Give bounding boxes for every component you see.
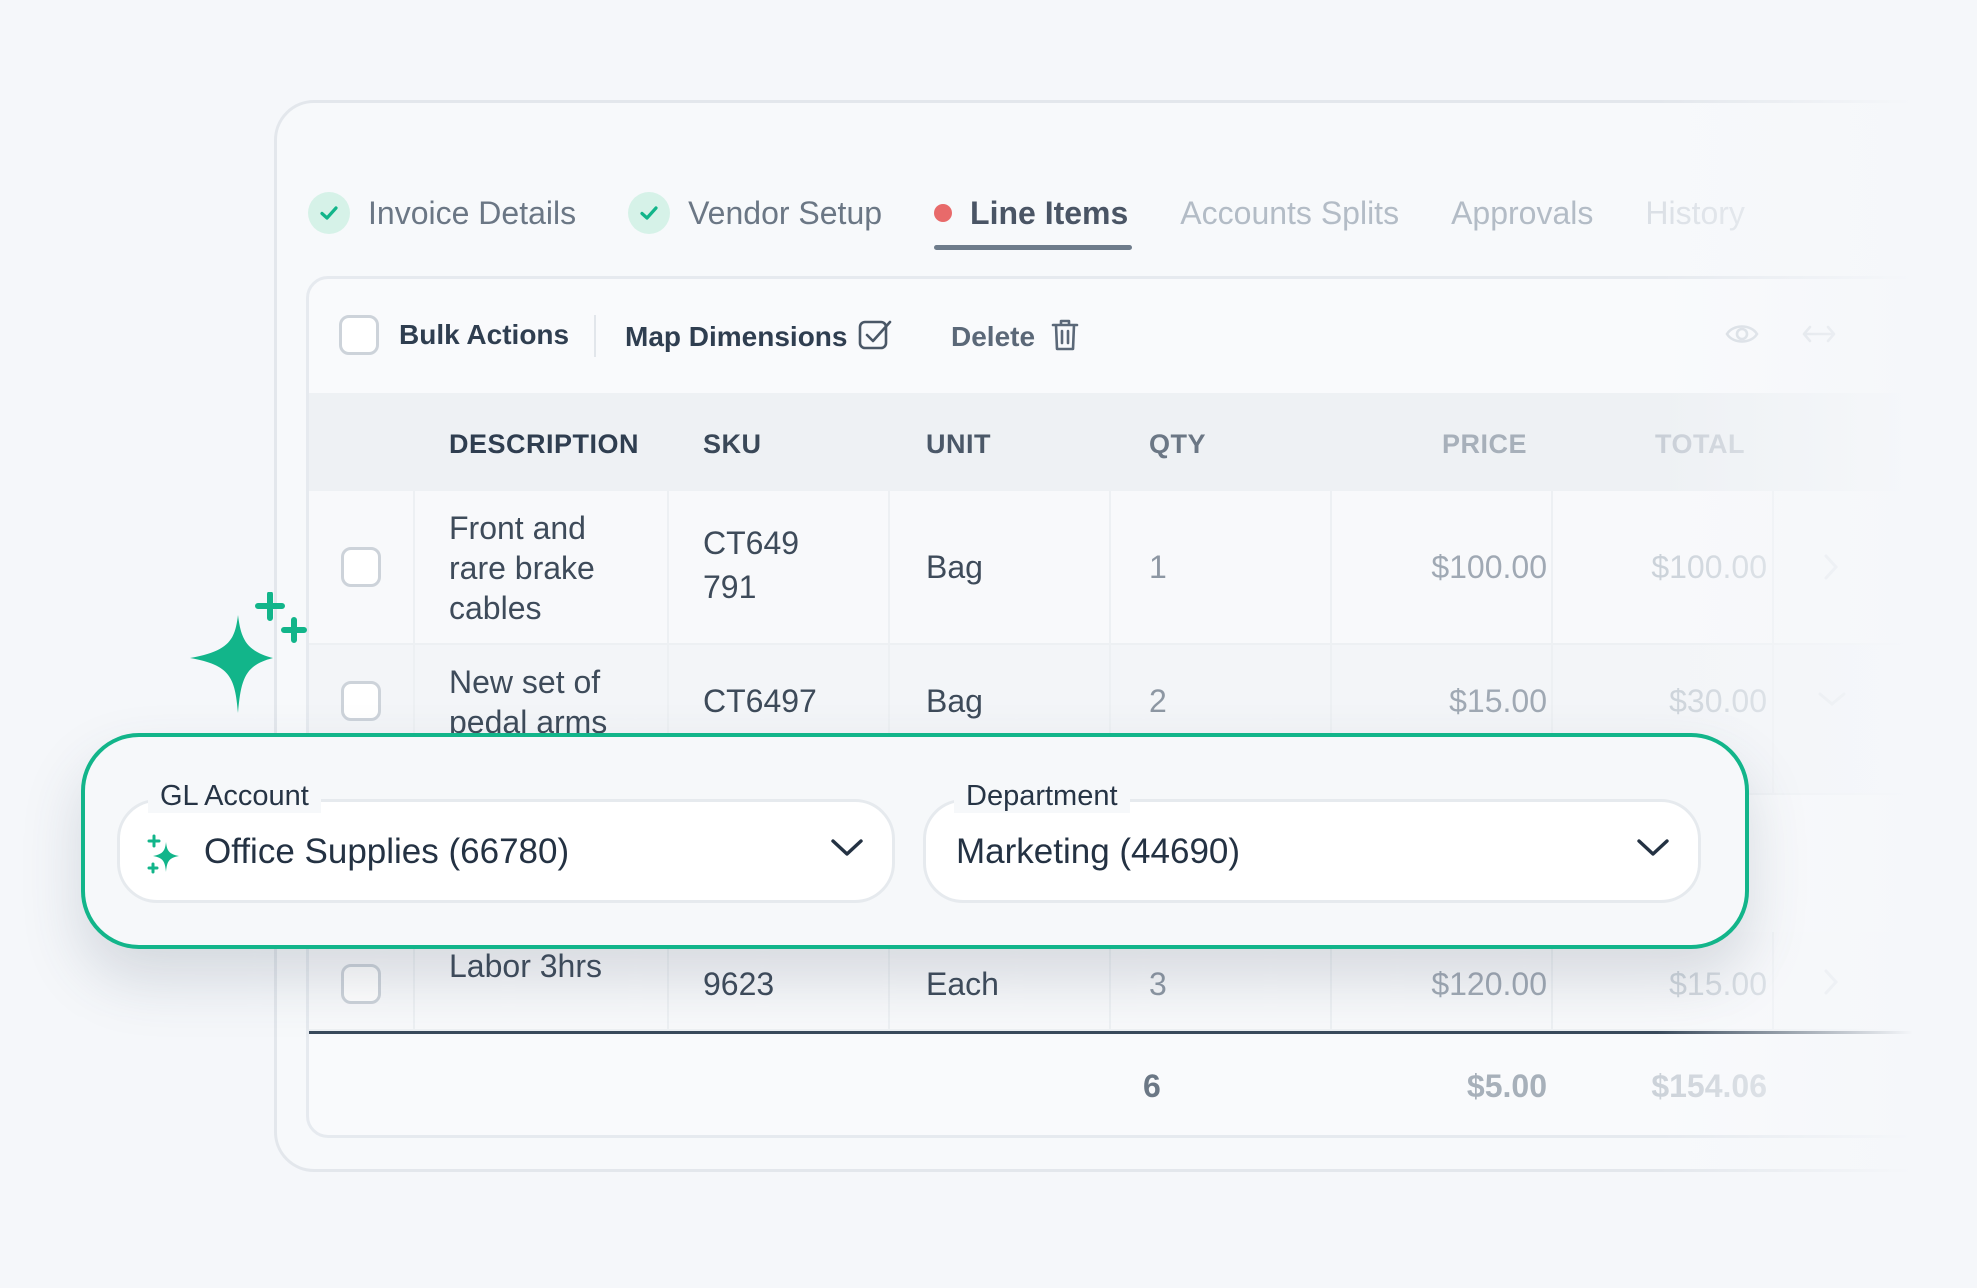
unit: Bag [926, 683, 983, 719]
gl-account-select[interactable]: GL Account Office Supplies (66780) [117, 780, 895, 903]
tab-label: Accounts Splits [1180, 194, 1400, 231]
qty: 1 [1149, 549, 1167, 585]
expand-horizontal-icon[interactable] [1801, 323, 1837, 345]
chevron-down-icon[interactable] [1636, 838, 1670, 858]
row-checkbox[interactable] [341, 547, 381, 587]
map-dimensions-button[interactable]: Map Dimensions [625, 321, 848, 352]
checkbox-check-icon[interactable] [857, 317, 893, 353]
table-row[interactable]: Front and rare brake cables CT649 791 Ba… [309, 491, 1977, 645]
unit: Each [926, 966, 999, 1002]
tab-label: Approvals [1451, 194, 1594, 231]
tab-label: Line Items [970, 194, 1129, 231]
check-icon [308, 192, 350, 234]
col-price[interactable]: PRICE [1442, 429, 1528, 459]
unit: Bag [926, 549, 983, 585]
error-dot-icon [934, 204, 953, 222]
chevron-down-icon[interactable] [1817, 691, 1847, 707]
check-icon [628, 192, 671, 234]
col-qty[interactable]: QTY [1149, 429, 1207, 459]
select-all-checkbox[interactable] [339, 315, 379, 355]
totals-divider [309, 1031, 1977, 1034]
chevron-right-icon[interactable] [1823, 553, 1839, 581]
trash-icon[interactable] [1049, 317, 1081, 353]
col-total[interactable]: TOTAL [1655, 429, 1745, 459]
total-qty: 6 [1143, 1068, 1161, 1104]
gl-account-label: GL Account [148, 780, 321, 813]
col-description[interactable]: DESCRIPTION [449, 429, 640, 459]
tab-accounts-splits[interactable]: Accounts Splits [1180, 178, 1399, 248]
eye-icon[interactable] [1725, 321, 1759, 347]
dimension-popover: GL Account Office Supplies (66780) Depar… [81, 733, 1749, 949]
price: $120.00 [1431, 966, 1547, 1002]
qty: 3 [1149, 966, 1167, 1002]
department-value: Marketing (44690) [956, 832, 1241, 871]
total: $30.00 [1669, 683, 1767, 719]
price: $100.00 [1431, 549, 1547, 585]
total: $100.00 [1651, 549, 1767, 585]
total-price: $5.00 [1466, 1068, 1547, 1104]
col-sku[interactable]: SKU [703, 429, 762, 459]
tab-label: Vendor Setup [688, 194, 883, 231]
sku: CT6497 [703, 683, 817, 719]
totals-row: 6 $5.00 $154.06 [309, 1034, 1977, 1134]
tab-history[interactable]: History [1645, 178, 1745, 248]
tab-line-items[interactable]: Line Items [934, 178, 1133, 250]
row-checkbox[interactable] [341, 964, 381, 1004]
table-header: DESCRIPTION SKU UNIT QTY PRICE TOTAL [309, 393, 1977, 491]
gl-account-value: Office Supplies (66780) [204, 832, 570, 871]
description: Front and [449, 510, 586, 546]
sku: 791 [703, 569, 757, 605]
description: cables [449, 590, 542, 626]
step-tabs: Invoice Details Vendor Setup Line Items … [308, 178, 1797, 250]
tab-label: History [1645, 194, 1745, 231]
tab-vendor-setup[interactable]: Vendor Setup [628, 178, 882, 248]
tab-approvals[interactable]: Approvals [1451, 178, 1593, 248]
description: New set of [449, 664, 601, 700]
line-items-table: Bulk Actions Map Dimensions Delete DESCR… [306, 276, 1977, 1138]
table-toolbar: Bulk Actions Map Dimensions Delete [309, 279, 1977, 393]
description: Labor 3hrs [449, 948, 602, 984]
ai-sparkle-icon [147, 834, 179, 874]
chevron-right-icon[interactable] [1823, 968, 1839, 996]
tab-label: Invoice Details [368, 194, 577, 231]
department-label: Department [954, 780, 1130, 813]
chevron-down-icon[interactable] [830, 838, 864, 858]
col-unit[interactable]: UNIT [926, 429, 991, 459]
bulk-actions-button[interactable]: Bulk Actions [399, 319, 570, 350]
qty: 2 [1149, 683, 1167, 719]
department-select[interactable]: Department Marketing (44690) [923, 780, 1701, 903]
sku: 9623 [703, 966, 775, 1002]
total-amount: $154.06 [1651, 1068, 1767, 1104]
sparkle-icon [190, 592, 307, 713]
tab-invoice-details[interactable]: Invoice Details [308, 178, 576, 248]
description: rare brake [449, 550, 595, 586]
price: $15.00 [1449, 683, 1547, 719]
row-checkbox[interactable] [341, 681, 381, 721]
delete-button[interactable]: Delete [951, 321, 1036, 352]
total: $15.00 [1669, 966, 1767, 1002]
sku: CT649 [703, 525, 800, 561]
toolbar-divider [594, 315, 596, 357]
